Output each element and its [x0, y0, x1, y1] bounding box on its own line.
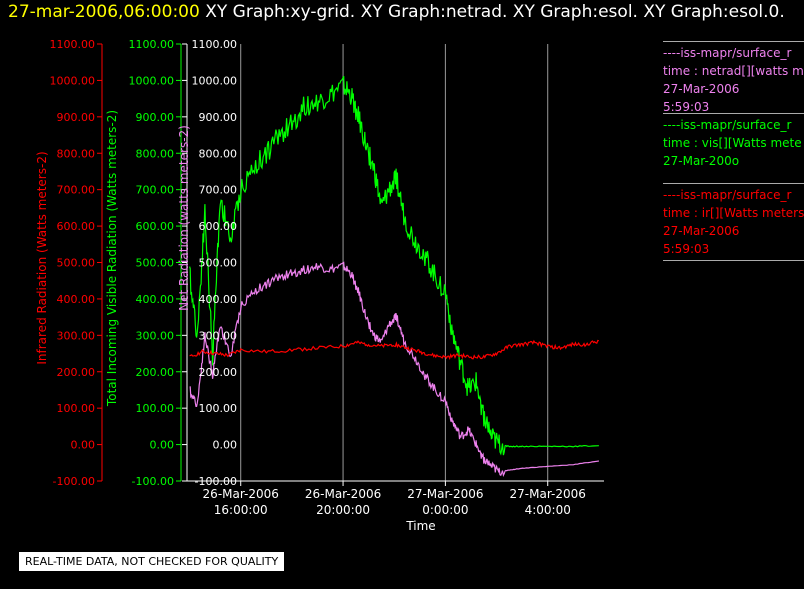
y-tick-label: 100.00	[199, 402, 238, 415]
y-tick-label: 1100.00	[50, 38, 96, 51]
series-line-net	[189, 261, 599, 477]
series-layer	[189, 75, 600, 477]
legend-source: ----iss-mapr/surface_r	[663, 46, 792, 60]
y-tick-label: 1000.00	[50, 74, 96, 87]
x-tick-label: 4:00:00	[525, 503, 571, 517]
y-tick-label: 700.00	[199, 184, 238, 197]
x-tick-label: 16:00:00	[214, 503, 268, 517]
x-tick-label: 27-Mar-2006	[407, 487, 483, 501]
legend-date: 27-Mar-200o	[663, 154, 740, 168]
y-tick-label: 100.00	[136, 402, 175, 415]
y-tick-label: 800.00	[136, 147, 175, 160]
legend-source: ----iss-mapr/surface_r	[663, 188, 792, 202]
legend-var: time : netrad[][watts m	[663, 64, 804, 78]
legend-entry-vis: ----iss-mapr/surface_r time : vis[][Watt…	[663, 113, 804, 170]
y-tick-label: 500.00	[136, 257, 175, 270]
grid-layer	[240, 44, 549, 481]
y-tick-label: 300.00	[57, 329, 96, 342]
labels-layer: 1100.00 1000.00 900.00 800.00 700.00 600.00 50…	[35, 38, 586, 533]
legend-time: 5:59:03	[663, 242, 710, 256]
title-bar: 27-mar-2006,06:00:00 XY Graph:xy-grid. X…	[8, 2, 785, 22]
y-tick-label: 1100.00	[129, 38, 175, 51]
y-tick-label: -100.00	[195, 475, 237, 488]
y-tick-label: 200.00	[199, 366, 238, 379]
x-tick-label: 20:00:00	[316, 503, 370, 517]
quality-notice: REAL-TIME DATA, NOT CHECKED FOR QUALITY	[18, 551, 286, 572]
series-line-ir	[189, 339, 600, 360]
y-tick-label: 400.00	[57, 293, 96, 306]
legend-separator	[663, 260, 804, 261]
y-tick-label: 600.00	[199, 220, 238, 233]
title-date: 27-mar-2006,06:00:00	[8, 2, 200, 22]
legend-date: 27-Mar-2006	[663, 224, 740, 238]
legend-time: 5:59:03	[663, 100, 710, 114]
y-tick-label: 200.00	[57, 366, 96, 379]
y-tick-label: 600.00	[57, 220, 96, 233]
y-tick-label: 0.00	[150, 439, 175, 452]
y-tick-label: 400.00	[199, 293, 238, 306]
legend-entry-net: ----iss-mapr/surface_r time : netrad[][w…	[663, 41, 804, 116]
y-tick-label: 900.00	[199, 111, 238, 124]
legend-source: ----iss-mapr/surface_r	[663, 118, 792, 132]
y-tick-label: -100.00	[132, 475, 174, 488]
legend-separator	[663, 41, 804, 42]
legend-date: 27-Mar-2006	[663, 82, 740, 96]
x-tick-label: 26-Mar-2006	[305, 487, 381, 501]
y-axis-title: Net Radiation (watts meters-2)	[177, 125, 191, 311]
legend-separator	[663, 183, 804, 184]
y-tick-label: 900.00	[136, 111, 175, 124]
y-axis-title: Infrared Radiation (Watts meters-2)	[35, 151, 49, 364]
y-tick-label: 400.00	[136, 293, 175, 306]
y-tick-label: 0.00	[71, 439, 96, 452]
x-tick-label: 27-Mar-2006	[510, 487, 586, 501]
y-tick-label: 500.00	[57, 257, 96, 270]
y-tick-label: 600.00	[136, 220, 175, 233]
y-tick-label: 0.00	[213, 439, 238, 452]
y-tick-label: 800.00	[199, 147, 238, 160]
y-tick-label: 500.00	[199, 257, 238, 270]
y-tick-label: 1000.00	[192, 74, 238, 87]
x-tick-label: 26-Mar-2006	[203, 487, 279, 501]
series-line-vis	[189, 75, 599, 456]
y-tick-label: 1100.00	[192, 38, 238, 51]
x-axis-title: Time	[405, 519, 435, 533]
y-axis-title: Total Incoming Visible Radiation (Watts …	[105, 110, 119, 407]
y-tick-label: 200.00	[136, 366, 175, 379]
y-tick-label: -100.00	[53, 475, 95, 488]
y-tick-label: 900.00	[57, 111, 96, 124]
y-tick-label: 800.00	[57, 147, 96, 160]
legend-entry-ir: ----iss-mapr/surface_r time : ir[][Watts…	[663, 183, 804, 263]
y-tick-label: 700.00	[57, 184, 96, 197]
y-tick-label: 700.00	[136, 184, 175, 197]
axes-layer	[97, 43, 604, 486]
y-tick-label: 300.00	[199, 329, 238, 342]
x-tick-label: 0:00:00	[422, 503, 468, 517]
y-tick-label: 300.00	[136, 329, 175, 342]
legend-var: time : ir[][Watts meters	[663, 206, 804, 220]
title-graphs: XY Graph:xy-grid. XY Graph:netrad. XY Gr…	[205, 2, 785, 22]
legend-separator	[663, 113, 804, 114]
y-tick-label: 100.00	[57, 402, 96, 415]
legend-var: time : vis[][Watts mete	[663, 136, 802, 150]
y-tick-label: 1000.00	[129, 74, 175, 87]
